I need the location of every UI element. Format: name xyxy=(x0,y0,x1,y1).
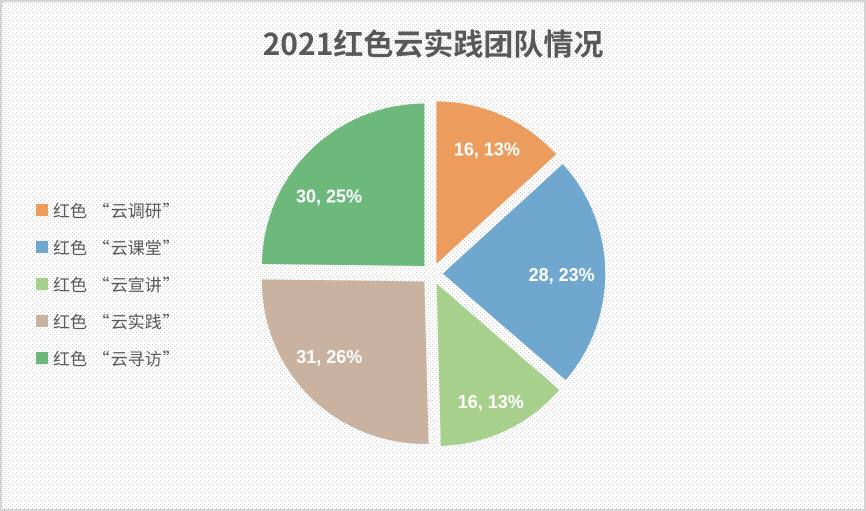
pie-slice-3[interactable] xyxy=(436,283,560,446)
legend-item-1[interactable]: 红色 “云调研” xyxy=(36,191,180,228)
chart-legend: 红色 “云调研” 红色 “云课堂” 红色 “云宣讲” 红色 “云实践” 红色 “云寻访” xyxy=(36,191,180,376)
fullwidth-close-quote: ” xyxy=(162,234,180,259)
legend-swatch-2 xyxy=(36,240,48,253)
fullwidth-close-quote: ” xyxy=(162,345,180,370)
legend-swatch-4 xyxy=(36,314,48,327)
legend-swatch-5 xyxy=(36,351,48,364)
legend-label-3: 红色 “云宣讲” xyxy=(53,271,180,296)
legend-label-2: 红色 “云课堂” xyxy=(53,234,180,259)
legend-label-4: 红色 “云实践” xyxy=(53,308,180,333)
fullwidth-close-quote: ” xyxy=(162,308,180,333)
fullwidth-open-quote: “ xyxy=(92,308,110,333)
pie-slice-1[interactable] xyxy=(436,101,557,264)
legend-swatch-1 xyxy=(36,203,48,216)
legend-swatch-3 xyxy=(36,277,48,290)
fullwidth-open-quote: “ xyxy=(92,197,110,222)
legend-item-2[interactable]: 红色 “云课堂” xyxy=(36,228,180,265)
pie-slice-5[interactable] xyxy=(261,103,425,267)
fullwidth-open-quote: “ xyxy=(92,271,110,296)
legend-item-5[interactable]: 红色 “云寻访” xyxy=(36,339,180,376)
legend-item-4[interactable]: 红色 “云实践” xyxy=(36,302,180,339)
pie-data-label-3: 16, 13% xyxy=(458,392,524,412)
fullwidth-open-quote: “ xyxy=(92,234,110,259)
pie-slice-4[interactable] xyxy=(261,279,429,444)
pie-slice-2[interactable] xyxy=(442,164,606,381)
legend-item-3[interactable]: 红色 “云宣讲” xyxy=(36,265,180,302)
pie-data-label-1: 16, 13% xyxy=(454,140,520,160)
fullwidth-close-quote: ” xyxy=(162,271,180,296)
pie-data-labels: 16, 13% 28, 23% 16, 13% 31, 26% 30, 25% xyxy=(296,140,595,412)
fullwidth-open-quote: “ xyxy=(92,345,110,370)
chart-title: 2021红色云实践团队情况 xyxy=(262,20,604,64)
pie-slices xyxy=(261,101,606,446)
fullwidth-close-quote: ” xyxy=(162,197,180,222)
legend-label-1: 红色 “云调研” xyxy=(53,197,180,222)
legend-label-5: 红色 “云寻访” xyxy=(53,345,180,370)
pie-data-label-5: 30, 25% xyxy=(296,186,362,206)
pie-data-label-4: 31, 26% xyxy=(296,347,362,367)
pie-data-label-2: 28, 23% xyxy=(529,265,595,285)
